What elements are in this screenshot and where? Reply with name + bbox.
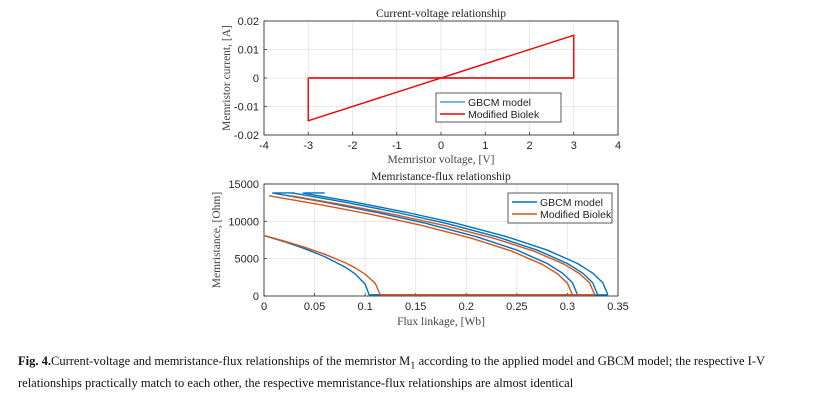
x-tick-label: -4 — [259, 140, 269, 152]
y-tick-label: 10000 — [228, 216, 259, 228]
y-tick-label: 5000 — [235, 254, 259, 266]
y-axis-label: Memristance, [Ohm] — [211, 192, 223, 288]
series-line-biolek — [307, 34, 575, 122]
figure-caption: Fig. 4.Current-voltage and memristance-f… — [18, 353, 818, 392]
x-tick-label: 4 — [615, 140, 621, 152]
x-tick-label: 3 — [571, 140, 577, 152]
series-line-biolek — [268, 195, 574, 296]
series-line-gbcm — [263, 234, 608, 296]
x-tick-label: 0.1 — [357, 301, 372, 313]
caption-text-1: Current-voltage and memristance-flux rel… — [50, 354, 411, 368]
x-axis-label: Memristor voltage, [V] — [388, 154, 495, 166]
legend-box — [435, 92, 562, 123]
legend-label: GBCM model — [468, 97, 531, 109]
legend-label: Modified Biolek — [540, 209, 612, 221]
current-voltage-chart: -4 -3 -2 -1 0 1 2 3 4 -0.02 -0.01 0 0.01 0.02 Current-… — [221, 8, 621, 166]
x-tick-label: 0.15 — [405, 301, 426, 313]
caption-label: Fig. 4. — [18, 354, 51, 368]
x-tick-label: 0.05 — [304, 301, 325, 313]
legend-label: Modified Biolek — [468, 109, 540, 121]
memristance-flux-chart: 0 0.05 0.1 0.15 0.2 0.25 0.3 0.35 0 5000 10000 1500… — [211, 171, 629, 328]
x-tick-label: 1 — [482, 140, 488, 152]
y-axis-label: Memristor current, [A] — [221, 25, 233, 131]
caption-subscript: 1 — [410, 360, 416, 372]
x-tick-label: 0.35 — [607, 301, 628, 313]
series-line-biolek — [291, 195, 596, 296]
axes-box — [263, 183, 619, 297]
series-line-gbcm — [302, 192, 609, 296]
x-tick-label: 0.25 — [506, 301, 527, 313]
y-tick-label: 0.02 — [238, 16, 259, 28]
chart-title: Current-voltage relationship — [376, 8, 506, 20]
x-tick-label: -3 — [303, 140, 313, 152]
y-tick-label: 15000 — [228, 179, 259, 191]
caption-text-2: according to the applied model and GBCM … — [18, 354, 765, 390]
chart-title: Memristance-flux relationship — [371, 171, 511, 183]
x-tick-label: 0.2 — [459, 301, 474, 313]
x-axis-label: Flux linkage, [Wb] — [397, 316, 485, 328]
axes-box — [263, 20, 619, 136]
legend-box — [507, 192, 613, 224]
series-line-gbcm — [292, 192, 599, 296]
x-tick-label: -1 — [392, 140, 402, 152]
x-tick-label: 0 — [261, 301, 267, 313]
x-tick-label: 0.3 — [560, 301, 575, 313]
x-tick-label: 2 — [526, 140, 532, 152]
series-line-biolek — [263, 234, 595, 296]
x-tick-label: -2 — [348, 140, 358, 152]
legend-label: GBCM model — [540, 197, 603, 209]
y-tick-label: 0 — [253, 73, 259, 85]
y-tick-label: 0.01 — [238, 45, 259, 57]
y-tick-label: -0.01 — [234, 102, 259, 114]
x-tick-label: 0 — [438, 140, 444, 152]
series-line-gbcm — [271, 192, 579, 296]
y-tick-label: -0.02 — [234, 130, 259, 142]
y-tick-label: 0 — [253, 291, 259, 303]
